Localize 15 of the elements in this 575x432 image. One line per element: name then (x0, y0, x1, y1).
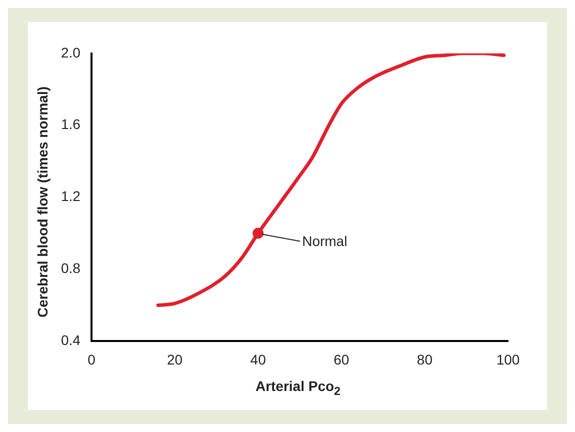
x-tick-label: 20 (166, 351, 183, 368)
x-axis-title: Arterial Pco$_{2}$ (254, 378, 342, 398)
y-tick-label: 1.6 (60, 116, 81, 132)
y-tick-label: 0.4 (60, 332, 81, 348)
annotation: Normal (302, 233, 348, 250)
y-tick-label: 0.8 (60, 260, 81, 276)
y-tick-label: 1.2 (60, 188, 81, 204)
x-tick-label: 100 (496, 351, 520, 368)
x-tick-label: 60 (334, 351, 350, 368)
x-tick-label: 80 (416, 351, 433, 368)
line-series (156, 53, 506, 307)
y-axis-title: Cerebral blood flow (times normal) (35, 86, 51, 318)
y-tick-label: 2.0 (60, 44, 81, 60)
x-tick-label: 40 (250, 351, 266, 368)
x-tick-label: 0 (88, 351, 96, 368)
